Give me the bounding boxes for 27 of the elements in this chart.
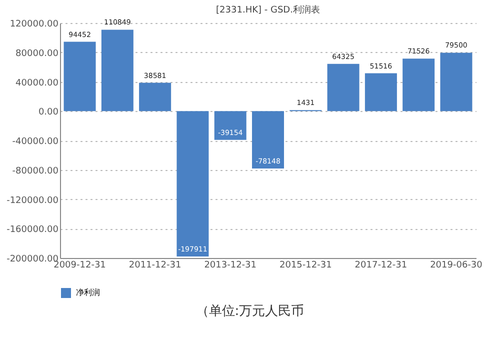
y-tick-label: -120000.00 (6, 196, 59, 206)
y-tick-label: -80000.00 (12, 166, 59, 176)
legend-label: 净利润 (76, 288, 100, 297)
bar (64, 42, 96, 112)
bar (101, 30, 134, 112)
x-tick-label: 2011-12-31 (128, 260, 182, 270)
bar (176, 111, 209, 256)
y-tick-label: 40000.00 (16, 78, 59, 88)
x-tick-label: 2017-12-31 (354, 260, 408, 270)
bar (364, 73, 397, 112)
text: （单位:万元人民币 (194, 303, 306, 320)
bar (214, 111, 246, 140)
x-tick-label: 2009-12-31 (54, 260, 106, 270)
bar (327, 64, 360, 112)
y-tick-label: -160000.00 (6, 225, 59, 236)
y-tick-label: 80000.00 (16, 48, 59, 59)
x-tick-label: 2015-12-31 (279, 260, 332, 270)
chart-title: [2331.HK] - GSD.利润表 (216, 4, 320, 16)
x-tick-label: 2013-12-31 (204, 260, 257, 270)
x-tick-label: 2019-06-30 (430, 260, 483, 270)
bar (139, 82, 172, 112)
y-tick-label: 0.00 (38, 108, 59, 118)
bar (402, 58, 435, 112)
y-tick-label: -40000.00 (12, 137, 59, 147)
bar (252, 111, 284, 169)
bar (440, 52, 472, 112)
y-tick-label: 120000.00 (10, 20, 59, 30)
